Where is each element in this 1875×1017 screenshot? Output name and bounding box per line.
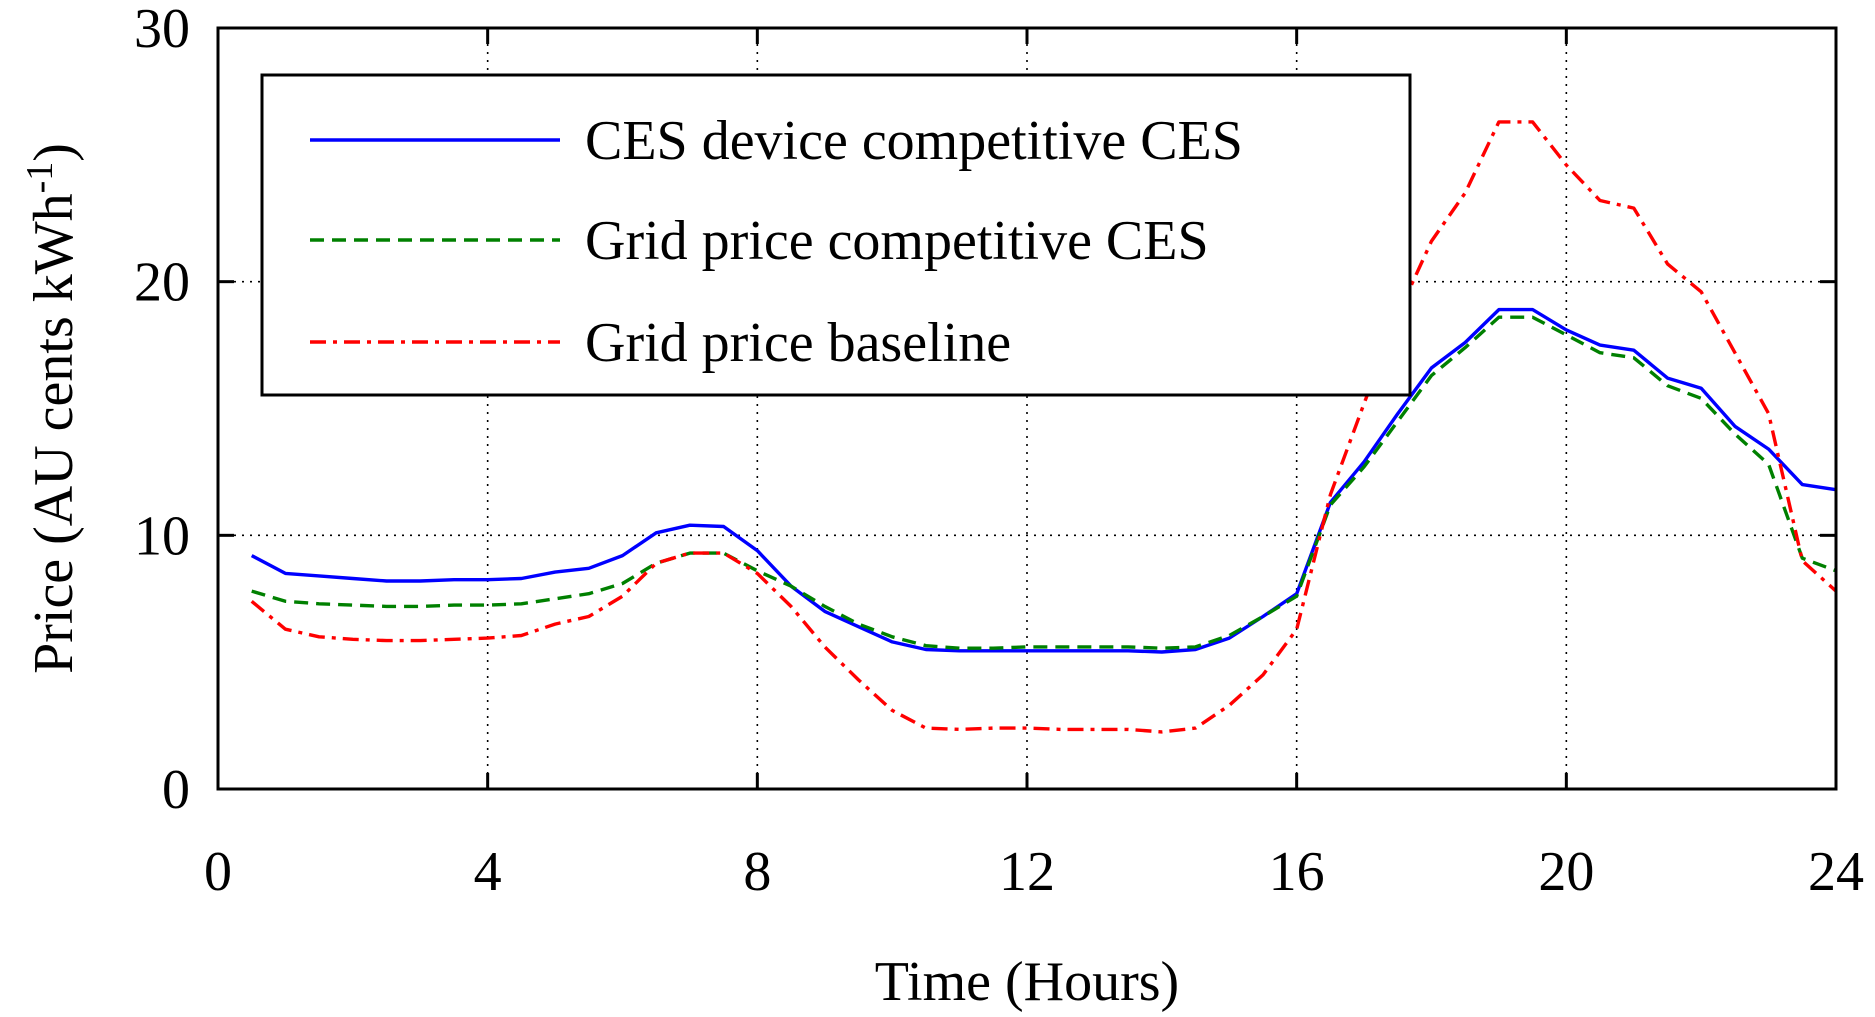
legend-items: CES device competitive CES Grid price com… xyxy=(310,110,1243,374)
x-tick-label: 0 xyxy=(204,841,232,903)
axis-ticks xyxy=(216,26,1838,791)
y-axis-title-main: Price (AU cents kWh xyxy=(23,193,85,674)
y-axis-title: Price (AU cents kWh-1) xyxy=(19,143,85,674)
y-axis-title-close: ) xyxy=(23,143,85,162)
x-axis-title: Time (Hours) xyxy=(875,951,1179,1013)
legend-label: Grid price competitive CES xyxy=(585,210,1209,272)
legend-label: CES device competitive CES xyxy=(585,110,1243,172)
series-line-2 xyxy=(251,315,1837,650)
x-tick-label: 16 xyxy=(1269,841,1325,903)
x-tick-label: 8 xyxy=(743,841,771,903)
series-lines xyxy=(250,120,1838,734)
y-tick-label: 0 xyxy=(162,759,190,821)
y-tick-label: 20 xyxy=(134,252,190,314)
y-tick-label: 30 xyxy=(134,0,190,60)
axis-tick-labels: 0 4 8 12 16 20 24 0 10 20 30 xyxy=(134,0,1864,903)
legend: CES device competitive CES Grid price com… xyxy=(260,73,1412,397)
y-axis-title-superscript: -1 xyxy=(19,162,61,194)
x-tick-label: 4 xyxy=(474,841,502,903)
series-line-3 xyxy=(250,120,1838,734)
x-tick-label: 24 xyxy=(1808,841,1864,903)
x-tick-label: 20 xyxy=(1538,841,1594,903)
y-tick-label: 10 xyxy=(134,505,190,567)
legend-label: Grid price baseline xyxy=(585,312,1011,374)
series-line-1 xyxy=(250,307,1837,654)
x-tick-label: 12 xyxy=(999,841,1055,903)
